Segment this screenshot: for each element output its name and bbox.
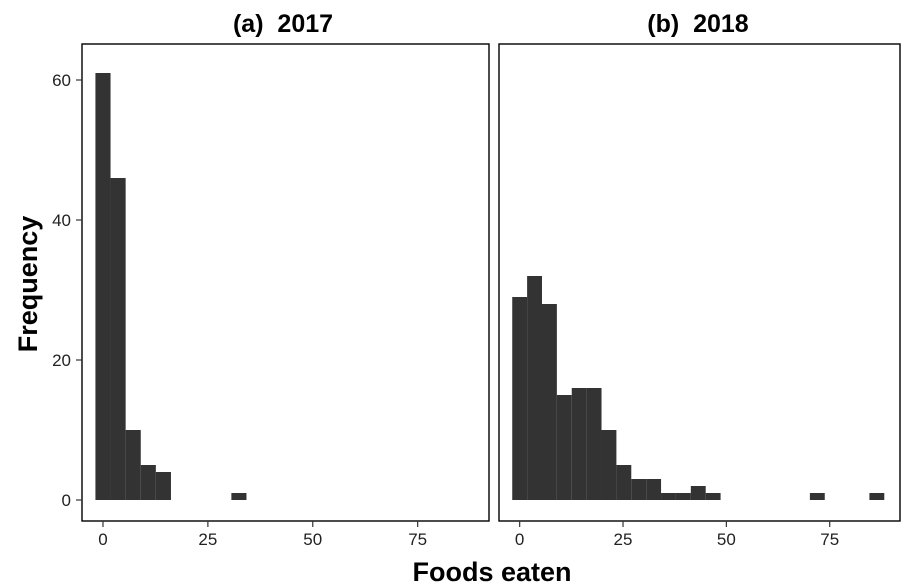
y-tick-label: 0 bbox=[62, 491, 71, 510]
histogram-bar-2018-2 bbox=[541, 304, 557, 500]
histogram-bar-2017-5 bbox=[231, 493, 247, 500]
x-tick-label-2018: 50 bbox=[717, 530, 736, 549]
panel-frame-2017 bbox=[81, 43, 490, 522]
histogram-bar-2017-3 bbox=[140, 465, 156, 500]
x-tick-label-2017: 50 bbox=[303, 530, 322, 549]
histogram-bar-2018-5 bbox=[586, 388, 602, 500]
histogram-bar-2018-0 bbox=[512, 297, 528, 500]
histogram-bar-2018-6 bbox=[601, 430, 617, 500]
y-tick-label: 20 bbox=[52, 351, 71, 370]
histogram-bar-2018-7 bbox=[616, 465, 632, 500]
panel-title-2017: (a) 2017 bbox=[233, 10, 333, 38]
histogram-bar-2018-12 bbox=[690, 486, 706, 500]
histogram-bar-2018-8 bbox=[631, 479, 647, 500]
x-tick-label-2018: 25 bbox=[614, 530, 633, 549]
histogram-bar-2017-1 bbox=[110, 178, 126, 500]
histogram-bar-2018-1 bbox=[527, 276, 542, 500]
histogram-bar-2017-0 bbox=[95, 73, 111, 500]
histogram-bar-2017-2 bbox=[125, 430, 141, 500]
y-tick-label: 60 bbox=[52, 71, 71, 90]
histogram-bar-2018-3 bbox=[556, 395, 572, 500]
panel-title-2018: (b) 2018 bbox=[647, 10, 749, 38]
histogram-bar-2018-14 bbox=[809, 493, 825, 500]
histogram-bar-2018-13 bbox=[705, 493, 721, 500]
x-tick-label-2017: 0 bbox=[98, 530, 107, 549]
histogram-bar-2018-10 bbox=[661, 493, 676, 500]
histogram-bar-2018-9 bbox=[646, 479, 662, 500]
x-axis-title: Foods eaten bbox=[412, 557, 571, 587]
bars-2018 bbox=[512, 276, 885, 500]
x-axis-2018: 0 25 50 75 bbox=[515, 521, 839, 549]
x-tick-label-2018: 75 bbox=[820, 530, 839, 549]
x-axis-2017: 0 25 50 75 bbox=[98, 521, 427, 549]
y-axis-2017: 0 20 40 60 bbox=[52, 71, 82, 510]
histogram-bar-2018-11 bbox=[675, 493, 691, 500]
bars-2017 bbox=[95, 73, 247, 500]
histogram-bar-2018-15 bbox=[869, 493, 885, 500]
x-tick-label-2017: 25 bbox=[198, 530, 217, 549]
x-tick-label-2017: 75 bbox=[408, 530, 427, 549]
histogram-bar-2018-4 bbox=[571, 388, 587, 500]
panel-frame-2018 bbox=[498, 43, 901, 522]
x-tick-label-2018: 0 bbox=[515, 530, 524, 549]
y-tick-label: 40 bbox=[52, 211, 71, 230]
histogram-bar-2017-4 bbox=[155, 472, 171, 500]
y-axis-title: Frequency bbox=[13, 216, 43, 353]
